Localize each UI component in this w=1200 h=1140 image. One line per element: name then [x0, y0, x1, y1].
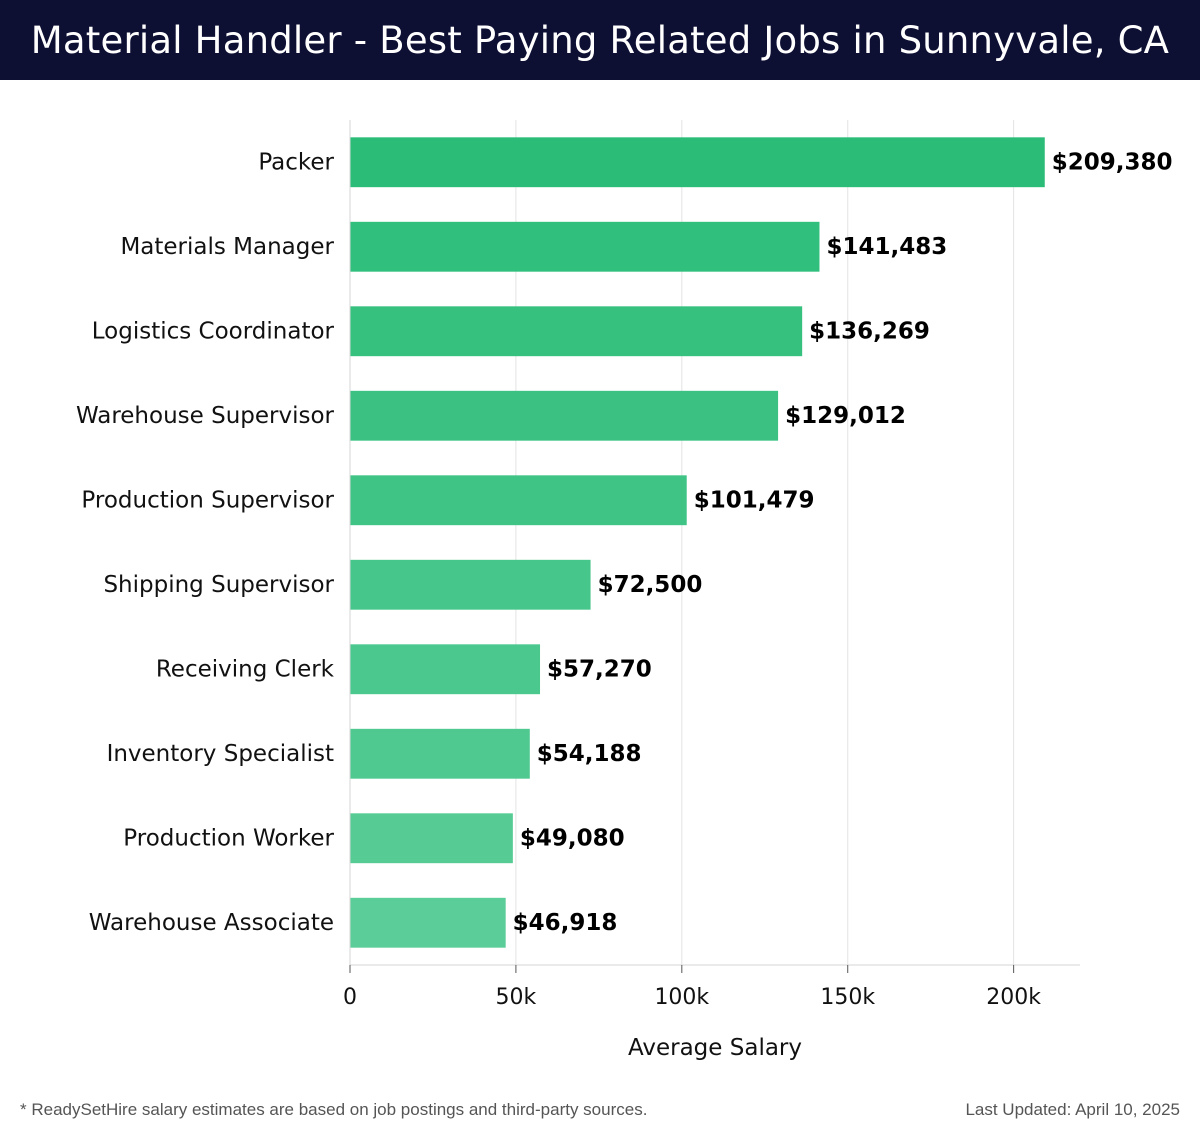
bar [350, 559, 591, 610]
category-label: Production Supervisor [81, 487, 334, 513]
category-label: Inventory Specialist [107, 741, 334, 767]
category-label: Logistics Coordinator [92, 318, 335, 344]
category-label: Production Worker [123, 825, 334, 851]
bar [350, 390, 779, 441]
bar [350, 728, 530, 779]
bar [350, 221, 820, 272]
category-label: Warehouse Supervisor [76, 403, 335, 429]
bar [350, 475, 687, 526]
x-axis-title: Average Salary [628, 1035, 802, 1061]
chart-title: Material Handler - Best Paying Related J… [30, 18, 1170, 62]
x-tick-label: 150k [820, 985, 875, 1010]
value-label: $209,380 [1052, 149, 1173, 175]
x-tick-label: 50k [496, 985, 537, 1010]
value-label: $46,918 [513, 910, 618, 936]
x-tick-label: 100k [654, 985, 709, 1010]
category-label: Packer [258, 149, 334, 175]
bar [350, 644, 541, 695]
value-label: $136,269 [809, 318, 930, 344]
bars [350, 137, 1045, 948]
value-label: $101,479 [694, 487, 815, 513]
value-label: $54,188 [537, 741, 642, 767]
value-label: $72,500 [598, 572, 703, 598]
bar [350, 813, 513, 864]
value-labels: $209,380 $141,483 $136,269 $129,012 $101,479… [513, 149, 1173, 936]
value-label: $49,080 [520, 825, 625, 851]
bar [350, 137, 1045, 188]
chart-header: Material Handler - Best Paying Related J… [0, 0, 1200, 80]
bar [350, 897, 506, 948]
last-updated: Last Updated: April 10, 2025 [965, 1100, 1180, 1119]
category-label: Receiving Clerk [156, 656, 335, 682]
x-tick-label: 0 [343, 985, 357, 1010]
category-labels: Packer Materials Manager Logistics Coordin… [76, 149, 335, 936]
bar-chart: Packer Materials Manager Logistics Coordin… [76, 120, 1173, 1061]
footer-note: * ReadySetHire salary estimates are base… [20, 1100, 648, 1119]
x-axis: 0 50k 100k 150k 200k [343, 120, 1080, 1010]
value-label: $141,483 [826, 234, 947, 260]
category-label: Materials Manager [120, 234, 334, 260]
x-tick-label: 200k [986, 985, 1041, 1010]
category-label: Warehouse Associate [89, 910, 334, 936]
bar [350, 306, 803, 357]
value-label: $129,012 [785, 403, 906, 429]
category-label: Shipping Supervisor [103, 572, 334, 598]
value-label: $57,270 [547, 656, 652, 682]
